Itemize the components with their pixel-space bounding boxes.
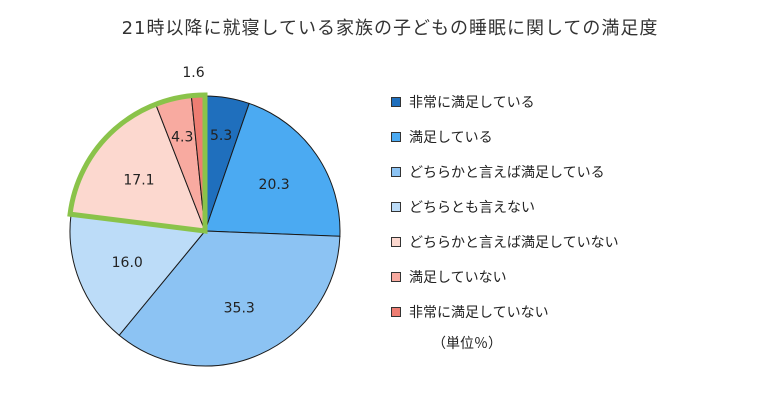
legend-label: 満足していない [409, 269, 507, 286]
data-label: 35.3 [224, 300, 255, 316]
pie-slice [204, 102, 341, 237]
legend-item: 非常に満足していない [391, 294, 619, 329]
chart-title: 21時以降に就寝している家族の子どもの睡眠に関しての満足度 [121, 18, 659, 39]
legend-label: どちらかと言えば満足していない [409, 234, 619, 251]
legend: 非常に満足している 満足している どちらかと言えば満足している どちらとも言えな… [391, 84, 619, 329]
data-label: 17.1 [123, 173, 154, 189]
legend-swatch [391, 166, 401, 177]
legend-item: 非常に満足している [391, 84, 619, 119]
legend-item: どちらかと言えば満足している [391, 154, 619, 189]
data-label: 16.0 [112, 255, 143, 271]
legend-label: 非常に満足していない [409, 304, 549, 321]
pie-slice [69, 213, 206, 336]
legend-swatch [391, 96, 401, 107]
legend-item: どちらかと言えば満足していない [391, 224, 619, 259]
legend-swatch [391, 131, 401, 142]
legend-swatch [391, 306, 401, 317]
legend-label: どちらとも言えない [409, 199, 535, 216]
data-label: 4.3 [171, 129, 193, 145]
legend-item: 満足していない [391, 259, 619, 294]
data-label: 5.3 [210, 128, 232, 144]
legend-label: 非常に満足している [409, 94, 535, 111]
legend-swatch [391, 236, 401, 247]
legend-item: どちらとも言えない [391, 189, 619, 224]
legend-swatch [391, 271, 401, 282]
pie-slice [118, 230, 341, 367]
legend-item: 満足している [391, 119, 619, 154]
legend-swatch [391, 201, 401, 212]
unit-note: （単位％） [432, 336, 502, 352]
legend-label: 満足している [409, 129, 493, 146]
data-label: 1.6 [182, 65, 204, 81]
legend-label: どちらかと言えば満足している [409, 164, 605, 181]
highlight-outline [67, 92, 208, 234]
data-label: 20.3 [259, 177, 290, 193]
